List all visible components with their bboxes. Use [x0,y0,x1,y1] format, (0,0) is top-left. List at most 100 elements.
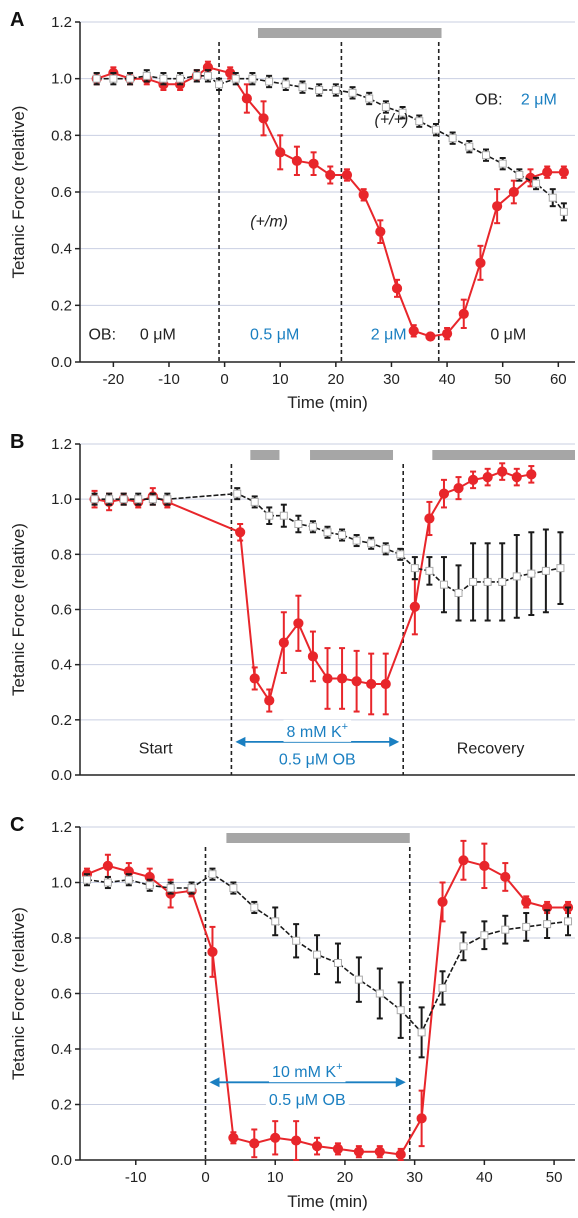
arrow-head-right [395,1077,406,1088]
annotation-label: 10 mM K+ [272,1061,342,1081]
annotation-label: (+/m) [250,213,288,230]
annotation-backing [265,1090,349,1110]
data-point [441,328,453,339]
data-point [134,495,143,504]
x-tick-label: -10 [125,1169,147,1186]
annotation-text: 2 μM [521,92,557,109]
annotation-text: OB: [88,327,116,344]
data-point [542,167,553,178]
data-point [291,155,303,166]
annotation-text: 0 μM [140,327,176,344]
annotation-label: 8 mM K+ [287,721,349,741]
data-point [454,588,463,597]
chart-panel-b: 0.0 0.2 0.4 0.6 0.8 1.0 1.2 Tetanic Force (rela… [9,431,575,784]
data-point [336,673,348,684]
annotation-label: Start [139,740,173,757]
y-tick-label: 1.2 [51,436,72,453]
annotation-label: Recovery [457,740,525,757]
data-point [417,1028,426,1037]
y-axis-label: Tetanic Force (relative) [9,523,28,696]
data-point [352,536,361,545]
annotation-label: OB: [88,327,116,344]
data-point [408,325,419,336]
annotation-label: 0.5 μM OB [279,751,356,768]
data-point [250,497,259,506]
series-black [90,487,565,622]
annotation-backing [135,739,177,759]
x-tick-label: 50 [494,371,511,388]
data-point [439,580,448,589]
annotation-text: 0.5 μM OB [269,1092,346,1109]
data-point [425,331,436,342]
data-point [381,103,390,111]
x-tick-label: 30 [406,1169,423,1186]
data-point [233,489,242,498]
data-point [265,511,274,520]
application-bar [250,450,280,460]
data-point [437,896,448,908]
x-tick-label: 0 [220,371,228,388]
data-point [458,308,469,319]
data-point [105,495,114,504]
y-tick-label: 0.0 [51,354,72,371]
data-point [215,80,224,89]
x-tick-label: 40 [476,1169,493,1186]
y-axis-label: Tetanic Force (relative) [9,106,28,279]
annotation-text: 0 μM [490,327,526,344]
annotation-label: 0 μM [490,327,526,344]
data-point [375,989,384,998]
series-black [92,69,568,222]
x-axis-label: Time (min) [287,1192,368,1211]
data-point [354,975,363,984]
y-tick-label: 0.6 [51,184,72,201]
application-bar [432,450,575,460]
data-point [264,695,275,706]
data-point [398,108,407,117]
data-point [250,903,259,912]
data-point [365,94,374,103]
y-tick-label: 0.4 [51,657,72,674]
data-point [559,207,568,216]
data-point [498,577,507,586]
data-point [508,186,519,198]
data-point [231,74,240,83]
data-point [203,71,212,80]
data-point [532,179,541,188]
data-point [396,1006,405,1015]
data-point [325,169,336,181]
data-point [176,74,185,83]
data-point [145,881,154,890]
y-tick-label: 0.2 [51,1097,72,1114]
data-point [187,884,196,893]
data-point [415,117,424,126]
data-point [458,855,469,866]
x-tick-label: -20 [103,371,125,388]
data-point [482,151,491,160]
annotation-backing [453,739,528,759]
data-point [409,601,420,612]
y-tick-label: 1.0 [51,875,72,892]
data-point [541,566,550,575]
data-point [526,469,537,480]
annotation-label: (+/+) [375,111,409,128]
double-arrow [235,736,400,747]
panel-letter: A [10,9,24,31]
data-point [367,539,376,548]
data-point [332,1143,344,1155]
y-tick-label: 0.6 [51,602,72,619]
annotation-superscript: + [336,1061,342,1073]
data-point [374,1146,385,1157]
annotation-label: 0 μM [140,327,176,344]
data-point [410,564,419,573]
annotation-text: 8 mM K [287,724,342,741]
data-point [380,678,391,690]
data-point [265,77,274,86]
data-point [307,651,319,662]
data-point [564,917,573,926]
data-point [556,564,565,573]
data-point [475,257,486,268]
data-point [459,942,468,951]
data-point [511,472,522,483]
data-point [298,83,307,92]
